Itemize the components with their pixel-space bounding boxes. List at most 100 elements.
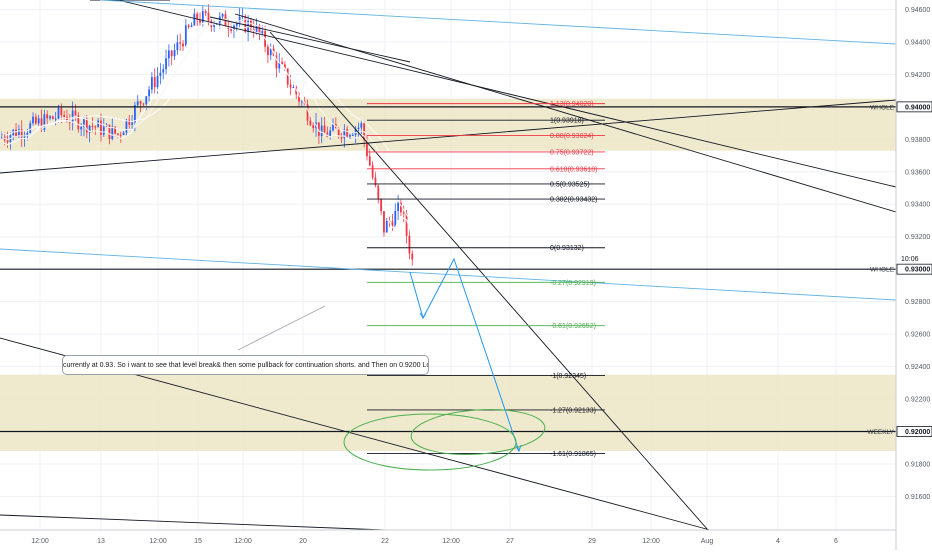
candle-65 — [184, 19, 187, 48]
fib-level-10: -1(0.92345) — [367, 373, 605, 380]
candle-body-18 — [51, 116, 54, 119]
candle-body-98 — [278, 61, 281, 69]
candle-142 — [402, 205, 405, 223]
candle-body-60 — [170, 50, 173, 57]
candle-18 — [51, 115, 54, 120]
candle-body-32 — [91, 125, 94, 127]
candle-132 — [374, 170, 377, 188]
candle-body-104 — [295, 87, 298, 95]
candle-body-2 — [6, 140, 9, 143]
candle-body-31 — [88, 125, 91, 133]
candle-body-114 — [323, 125, 326, 133]
candle-body-91 — [258, 25, 261, 34]
candle-body-119 — [337, 128, 340, 136]
trendline-1 — [117, 0, 897, 188]
candle-body-28 — [80, 126, 83, 130]
candle-63 — [179, 33, 182, 51]
time-tick-label-5: 20 — [299, 538, 307, 545]
candle-35 — [100, 113, 102, 142]
candle-body-110 — [312, 125, 315, 129]
price-axis-background — [896, 0, 932, 550]
time-tick-label-11: Aug — [701, 538, 714, 545]
candle-body-116 — [329, 130, 332, 137]
candle-24 — [68, 114, 71, 131]
candle-16 — [46, 110, 49, 126]
candle-body-88 — [250, 20, 252, 30]
candle-body-90 — [255, 25, 258, 32]
candle-body-102 — [289, 84, 292, 88]
candle-7 — [20, 120, 23, 147]
candle-body-99 — [281, 61, 283, 65]
candle-67 — [190, 22, 193, 28]
candle-33 — [94, 125, 97, 135]
candle-body-135 — [383, 211, 385, 233]
candle-body-112 — [317, 122, 320, 136]
candle-body-45 — [128, 119, 131, 125]
candle-body-143 — [405, 213, 408, 236]
annotation-note[interactable]: currently at 0.93. So i want to see that… — [62, 355, 429, 375]
price-tag-label-2: 0.92000 — [905, 429, 930, 436]
candle-body-27 — [77, 115, 80, 130]
candle-body-10 — [29, 123, 32, 133]
candle-body-23 — [66, 116, 68, 122]
trendline-4 — [269, 31, 709, 531]
candle-body-51 — [145, 96, 148, 105]
candle-body-125 — [354, 129, 357, 135]
price-tick-label-9: 0.92600 — [905, 332, 930, 339]
projection-line — [409, 257, 520, 452]
candle-101 — [286, 68, 289, 89]
price-tick-label-4: 0.93800 — [905, 137, 930, 144]
candle-body-6 — [17, 129, 20, 137]
candle-body-126 — [357, 127, 360, 130]
candle-80 — [227, 19, 230, 37]
candle-body-7 — [20, 129, 23, 138]
candle-body-44 — [125, 119, 128, 133]
time-tick-label-12: 4 — [776, 538, 780, 545]
moving-average-2 — [1, 16, 413, 184]
candle-body-35 — [100, 120, 102, 135]
time-tick-label-1: 13 — [97, 538, 105, 545]
candle-body-113 — [320, 125, 323, 136]
candle-123 — [349, 133, 351, 140]
candle-body-83 — [235, 23, 238, 26]
candle-54 — [153, 68, 156, 94]
candle-36 — [102, 118, 105, 138]
target-circle-2 — [410, 409, 546, 455]
price-tag-side-label-0: WHOLE — [870, 104, 895, 111]
time-tick-label-2: 12:00 — [149, 538, 167, 545]
candle-141 — [400, 199, 402, 217]
candle-body-25 — [71, 110, 74, 122]
candle-body-66 — [187, 25, 190, 27]
candle-body-142 — [402, 212, 405, 214]
candle-45 — [128, 115, 131, 129]
candle-body-75 — [213, 24, 216, 28]
candle-31 — [88, 124, 91, 143]
price-tick-label-11: 0.92200 — [905, 397, 930, 404]
candle-body-29 — [83, 118, 85, 127]
fib-level-1: 1(0.93918) — [367, 118, 605, 125]
price-tag-side-label-1: WHOLE — [870, 267, 895, 274]
price-tag-label-1: 0.93000 — [905, 267, 930, 274]
candle-body-127 — [360, 123, 363, 128]
candle-60 — [170, 49, 173, 66]
candle-body-106 — [300, 101, 303, 103]
candle-10 — [29, 120, 32, 135]
trendline-3 — [209, 16, 411, 63]
candle-body-69 — [196, 13, 199, 20]
fib-label-8: -0.27(0.92919) — [550, 280, 596, 287]
candle-body-12 — [34, 116, 37, 124]
candle-72 — [204, 9, 207, 17]
time-axis-background — [0, 530, 896, 550]
candle-body-134 — [380, 198, 383, 212]
candle-body-58 — [165, 58, 167, 70]
trendline-0 — [0, 99, 897, 174]
candle-14 — [40, 109, 43, 133]
fib-label-4: 0.618(0.93618) — [550, 166, 597, 173]
fib-extension: 1.13(0.94020) 1(0.93918) 0.88(0.93824) 0.75… — [367, 101, 605, 458]
candle-104 — [295, 85, 298, 100]
fib-label-0: 1.13(0.94020) — [550, 101, 594, 108]
candle-body-68 — [193, 13, 196, 26]
projection-path — [343, 257, 546, 471]
candle-53 — [150, 71, 153, 94]
